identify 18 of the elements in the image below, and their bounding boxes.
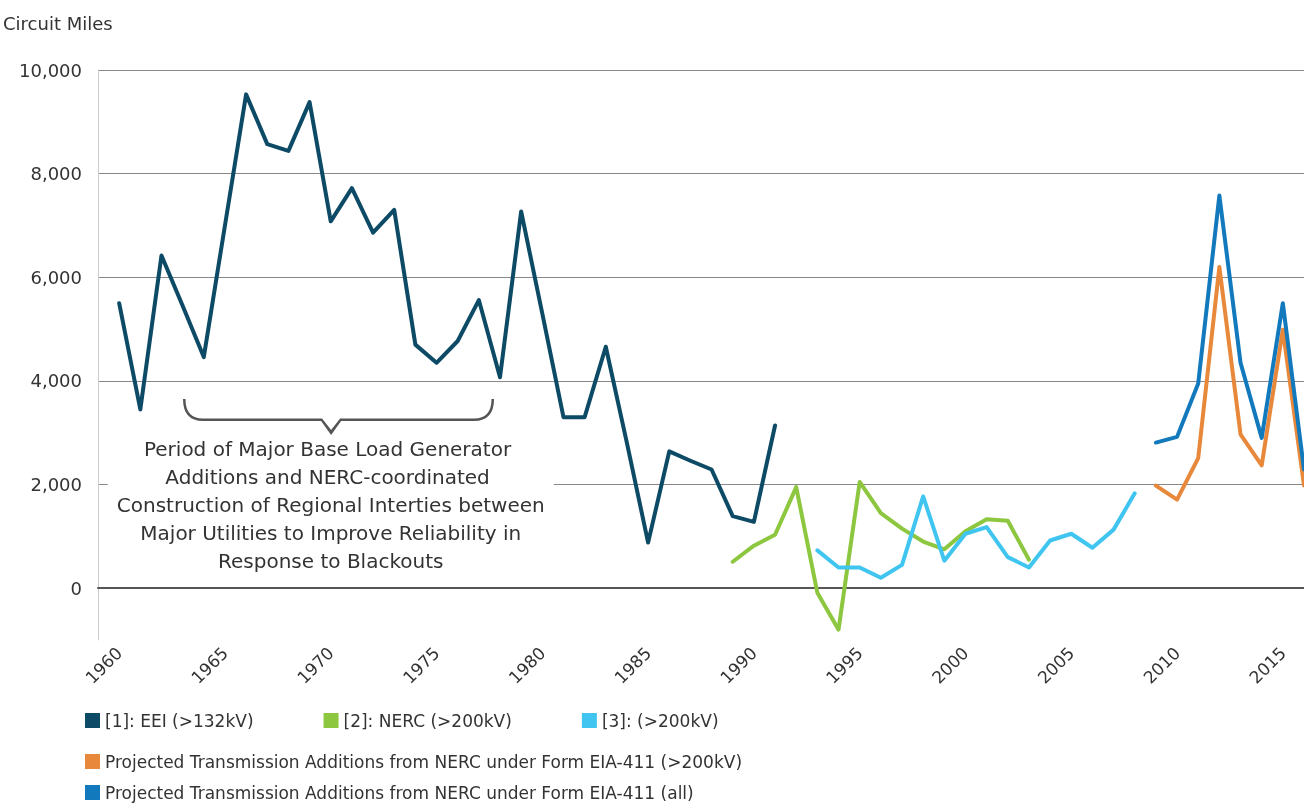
- line-series: [117, 92, 778, 545]
- legend-label: [3]: (>200kV): [601, 710, 719, 731]
- line-series: [1153, 193, 1304, 472]
- line-series: [730, 479, 1031, 632]
- legend-label: Projected Transmission Additions from NERC under Form EIA-411 (all): [105, 782, 694, 803]
- annotation: Period of Major Base Load Generator Additions and NERC-coordinated Construction of Regional Interties between Major Utilities to Improve Reliability in Response to Blackouts: [116, 437, 545, 574]
- y-tick-label: 10,000: [19, 59, 82, 81]
- y-tick-label: 0: [70, 577, 82, 599]
- legend-label: [1]: EEI (>132kV): [105, 710, 254, 731]
- y-tick-label: 8,000: [30, 163, 82, 185]
- y-tick-label: 2,000: [30, 474, 82, 496]
- y-axis-title: Circuit Miles: [3, 12, 113, 34]
- legend-label: [2]: NERC (>200kV): [343, 710, 512, 731]
- line-series: [815, 491, 1137, 580]
- line-series: [1153, 264, 1304, 502]
- legend-label: Projected Transmission Additions from NERC under Form EIA-411 (>200kV): [105, 751, 743, 772]
- y-tick-label: 4,000: [30, 370, 82, 392]
- y-tick-label: 6,000: [30, 266, 82, 288]
